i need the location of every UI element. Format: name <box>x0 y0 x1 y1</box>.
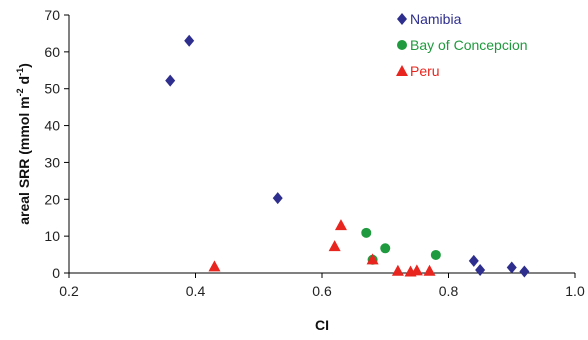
y-tick-label: 10 <box>44 228 60 244</box>
legend-marker-bay-of-concepcion <box>397 40 407 50</box>
y-tick-label: 40 <box>44 118 60 134</box>
y-axis-title-end: ) <box>16 63 32 68</box>
namibia-point <box>272 192 283 205</box>
peru-point <box>410 264 423 276</box>
x-tick-label: 0.2 <box>59 283 79 299</box>
y-tick-label: 30 <box>44 154 60 170</box>
y-tick-label: 20 <box>44 191 60 207</box>
legend-marker-namibia <box>397 13 407 25</box>
y-axis-title-sup-2: -1 <box>15 68 25 76</box>
x-ticks: 0.2 0.4 0.6 0.8 1.0 <box>59 273 585 299</box>
x-tick-label: 0.4 <box>186 283 206 299</box>
legend-label-bay-of-concepcion: Bay of Concepcion <box>410 37 528 53</box>
legend: Namibia Bay of Concepcion Peru <box>396 11 528 79</box>
axes <box>68 15 575 274</box>
x-tick-label: 0.8 <box>439 283 459 299</box>
bay-of-concepcion-point <box>361 227 372 238</box>
legend-label-namibia: Namibia <box>410 11 462 27</box>
bay-of-concepcion-point <box>380 243 391 254</box>
peru-point <box>334 219 347 231</box>
legend-label-peru: Peru <box>410 63 440 79</box>
y-tick-label: 50 <box>44 81 60 97</box>
data-points <box>165 34 530 278</box>
peru-point <box>423 264 436 276</box>
legend-marker-peru <box>396 65 408 76</box>
y-tick-label: 60 <box>44 44 60 60</box>
y-axis-title: areal SRR (mmol m-2 d-1) <box>15 63 32 225</box>
namibia-point <box>165 74 176 87</box>
y-ticks: 0 10 20 30 40 50 60 70 <box>44 7 69 281</box>
namibia-point <box>468 254 479 267</box>
y-tick-label: 70 <box>44 7 60 23</box>
bay-of-concepcion-point <box>430 249 441 260</box>
peru-point <box>328 240 341 252</box>
x-tick-label: 0.6 <box>312 283 332 299</box>
peru-point <box>208 260 221 272</box>
y-axis-title-mid: d <box>16 76 32 88</box>
namibia-point <box>475 264 486 277</box>
y-axis-title-sup-1: -2 <box>15 88 25 96</box>
namibia-point <box>184 34 195 47</box>
peru-point <box>366 253 379 265</box>
namibia-point <box>519 265 530 278</box>
x-axis-title: CI <box>315 317 329 333</box>
peru-point <box>391 264 404 276</box>
namibia-point <box>506 261 517 274</box>
x-tick-label: 1.0 <box>565 283 585 299</box>
y-axis-title-main: areal SRR (mmol m <box>16 96 32 224</box>
y-tick-label: 0 <box>52 265 60 281</box>
